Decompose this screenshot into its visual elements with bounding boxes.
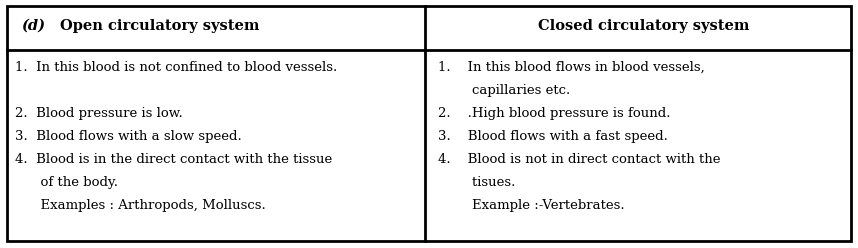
Text: 1.  In this blood is not confined to blood vessels.: 1. In this blood is not confined to bloo… <box>15 61 338 74</box>
Text: Open circulatory system: Open circulatory system <box>60 19 259 33</box>
Text: 4.    Blood is not in direct contact with the: 4. Blood is not in direct contact with t… <box>438 153 720 166</box>
Text: Closed circulatory system: Closed circulatory system <box>538 19 749 33</box>
Text: 1.    In this blood flows in blood vessels,: 1. In this blood flows in blood vessels, <box>438 61 704 74</box>
Text: tisues.: tisues. <box>438 176 515 189</box>
Text: 2.  Blood pressure is low.: 2. Blood pressure is low. <box>15 107 184 120</box>
Text: of the body.: of the body. <box>15 176 118 189</box>
Text: capillaries etc.: capillaries etc. <box>438 84 570 97</box>
Text: 3.    Blood flows with a fast speed.: 3. Blood flows with a fast speed. <box>438 130 668 143</box>
Text: 3.  Blood flows with a slow speed.: 3. Blood flows with a slow speed. <box>15 130 242 143</box>
Text: 2.    .High blood pressure is found.: 2. .High blood pressure is found. <box>438 107 670 120</box>
Text: 4.  Blood is in the direct contact with the tissue: 4. Blood is in the direct contact with t… <box>15 153 333 166</box>
Text: Examples : Arthropods, Molluscs.: Examples : Arthropods, Molluscs. <box>15 199 266 212</box>
Text: (d): (d) <box>21 19 45 33</box>
Text: Example :-Vertebrates.: Example :-Vertebrates. <box>438 199 625 212</box>
